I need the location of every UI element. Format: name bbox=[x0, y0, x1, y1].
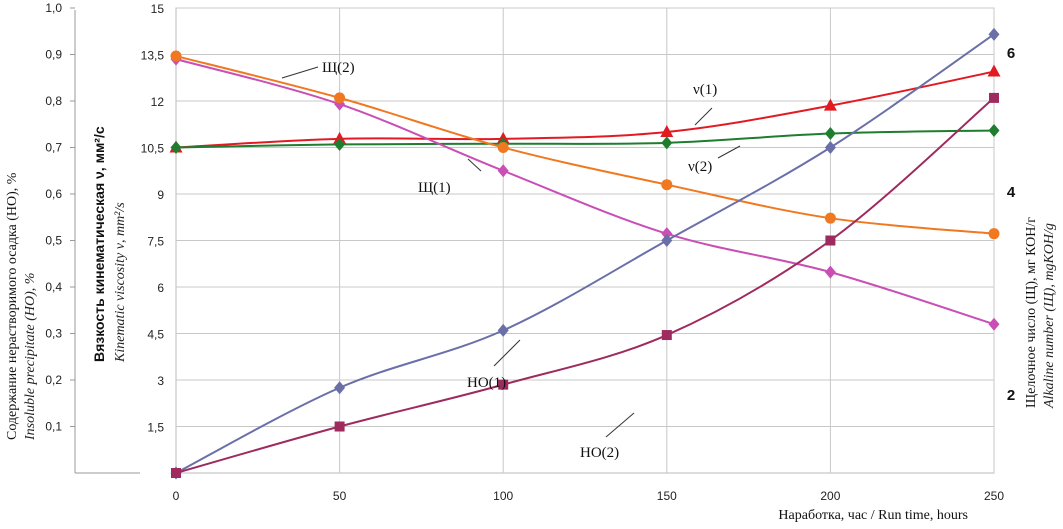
data-point bbox=[661, 234, 673, 247]
data-point bbox=[661, 227, 673, 241]
x-tick-label: 150 bbox=[657, 489, 677, 503]
precipitate-tick-label: 0,9 bbox=[45, 48, 62, 62]
annotation-no2: НО(2) bbox=[580, 445, 619, 461]
data-point bbox=[823, 98, 837, 111]
viscosity-axis-ticks: 1,5 3 4,5 6 7,5 9 10,5 12 13,5 15 bbox=[141, 2, 165, 435]
data-point bbox=[334, 92, 346, 104]
precipitate-tick-label: 0,2 bbox=[45, 373, 62, 387]
viscosity-axis-label: Вязкость кинематическая ν, мм²/с bbox=[91, 126, 107, 362]
series-line bbox=[175, 97, 995, 474]
x-axis-ticks: 0 50 100 150 200 250 bbox=[173, 489, 1005, 503]
data-point bbox=[989, 92, 999, 103]
viscosity-tick-label: 6 bbox=[157, 281, 164, 295]
annotation-leader-no2 bbox=[605, 412, 635, 438]
viscosity-tick-label: 4,5 bbox=[147, 328, 164, 342]
viscosity-tick-label: 15 bbox=[151, 2, 165, 16]
viscosity-tick-label: 1,5 bbox=[147, 421, 164, 435]
alkaline-tick-label: 4 bbox=[1007, 184, 1016, 201]
viscosity-tick-label: 7,5 bbox=[147, 235, 164, 249]
annotation-nu1: ν(1) bbox=[693, 82, 717, 98]
series-line bbox=[175, 33, 995, 474]
viscosity-tick-label: 9 bbox=[157, 188, 164, 202]
data-point bbox=[988, 27, 1000, 41]
data-point bbox=[170, 141, 182, 154]
annotation-leader-nu1 bbox=[694, 107, 713, 126]
alkaline-axis-ticks: 2 4 6 bbox=[1007, 45, 1016, 404]
data-point bbox=[824, 265, 836, 279]
series-markers bbox=[169, 27, 1001, 480]
annotation-sch1: Щ(1) bbox=[418, 180, 451, 196]
x-axis-label: Наработка, час / Run time, hours bbox=[778, 508, 968, 523]
precipitate-tick-label: 1,0 bbox=[45, 1, 62, 15]
series-line bbox=[175, 70, 995, 149]
data-point bbox=[988, 228, 1000, 240]
data-point bbox=[498, 379, 509, 390]
series-line bbox=[175, 129, 995, 149]
precipitate-tick-label: 0,8 bbox=[45, 94, 62, 108]
x-tick-label: 250 bbox=[984, 489, 1004, 503]
annotation-nu2: ν(2) bbox=[688, 159, 712, 175]
precipitate-tick-label: 0,6 bbox=[45, 187, 62, 201]
series-lines bbox=[175, 33, 995, 474]
annotation-sch2: Щ(2) bbox=[322, 60, 355, 76]
data-point bbox=[334, 381, 346, 395]
data-point bbox=[988, 317, 1000, 331]
annotation-no1: НО(1) bbox=[467, 375, 506, 391]
data-point bbox=[171, 468, 181, 478]
data-point bbox=[333, 131, 347, 144]
annotation-leader-no1 bbox=[493, 339, 521, 367]
precipitate-tick-label: 0,4 bbox=[45, 280, 62, 294]
precipitate-axis-label: Содержание нерастворимого осадка (НО), % bbox=[5, 172, 20, 440]
alkaline-axis-label-en: Alkaline number (Щ), mgKOH/g bbox=[1042, 223, 1057, 409]
data-point bbox=[497, 164, 509, 178]
data-point bbox=[170, 50, 182, 62]
data-point bbox=[661, 136, 673, 150]
data-point bbox=[334, 137, 346, 151]
data-point bbox=[824, 127, 836, 141]
precipitate-tick-label: 0,1 bbox=[45, 420, 62, 434]
data-point bbox=[661, 330, 672, 341]
precipitate-tick-label: 0,3 bbox=[45, 327, 62, 341]
data-point bbox=[497, 142, 509, 153]
series-line bbox=[175, 58, 995, 326]
series-line bbox=[175, 55, 995, 235]
annotation-leader-sch2 bbox=[281, 66, 319, 79]
viscosity-tick-label: 3 bbox=[157, 374, 164, 388]
x-tick-label: 200 bbox=[820, 489, 840, 503]
alkaline-tick-label: 6 bbox=[1007, 45, 1015, 62]
precipitate-tick-label: 0,5 bbox=[45, 234, 62, 248]
precipitate-axis-ticks: 0,1 0,2 0,3 0,4 0,5 0,6 0,7 0,8 0,9 1,0 bbox=[45, 1, 75, 434]
alkaline-tick-label: 2 bbox=[1007, 387, 1015, 404]
data-point bbox=[660, 125, 674, 137]
alkaline-axis-label: Щелочное число (Щ), мг КОН/г bbox=[1024, 217, 1039, 408]
viscosity-tick-label: 13,5 bbox=[141, 49, 165, 63]
viscosity-tick-label: 12 bbox=[151, 95, 165, 109]
data-point bbox=[497, 323, 509, 337]
annotation-leader-sch1 bbox=[467, 158, 482, 172]
data-point bbox=[334, 421, 345, 432]
viscosity-tick-label: 10,5 bbox=[141, 142, 165, 156]
precipitate-tick-label: 0,7 bbox=[45, 141, 62, 155]
grid bbox=[176, 7, 995, 473]
data-point bbox=[825, 235, 836, 246]
viscosity-axis-label-en: Kinematic viscosity ν, mm²/s bbox=[113, 202, 128, 363]
data-point bbox=[661, 179, 673, 191]
data-point bbox=[824, 141, 836, 154]
x-tick-label: 100 bbox=[493, 489, 513, 503]
precipitate-axis-label-en: Insoluble precipitate (НО), % bbox=[23, 273, 38, 441]
data-point bbox=[824, 212, 836, 224]
x-tick-label: 0 bbox=[173, 489, 180, 503]
annotation-leader-nu2 bbox=[717, 145, 741, 159]
data-point bbox=[987, 64, 1001, 77]
data-point bbox=[988, 123, 1000, 137]
x-tick-label: 50 bbox=[333, 489, 347, 503]
